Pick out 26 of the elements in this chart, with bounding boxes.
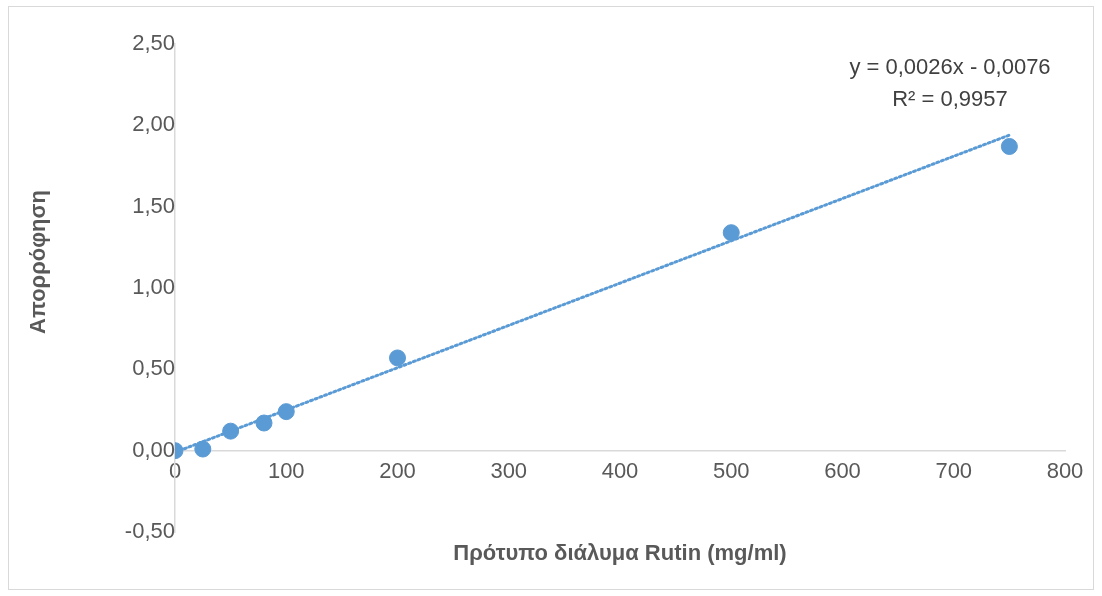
y-tick-label: 0,50: [132, 355, 175, 381]
point: [255, 414, 273, 432]
point: [722, 224, 740, 242]
y-tick-label: 2,50: [132, 30, 175, 56]
x-tick-label: 600: [824, 457, 861, 483]
point: [389, 349, 406, 367]
annotation: R² = 0,9957: [892, 86, 1008, 112]
y-tick-label: 2,00: [132, 111, 175, 137]
point: [222, 422, 240, 440]
x-tick-label: 200: [379, 457, 416, 483]
point: [194, 440, 212, 458]
y-tick-label: 1,50: [132, 192, 175, 218]
x-tick-label: 700: [935, 457, 973, 483]
x-tick-label: 300: [490, 457, 528, 483]
x-tick-label: 100: [267, 457, 305, 483]
y-tick-label: -0,50: [124, 518, 175, 544]
y-tick-label: 1,00: [132, 274, 175, 300]
x-axis-title: Πρότυπο διάλυμα Rutin (mg/ml): [452, 540, 788, 566]
y-axis-title: Απορρόφηση: [25, 190, 51, 334]
x-tick-label: 500: [712, 457, 750, 483]
x-tick-label: 400: [601, 457, 639, 483]
x-tick-label: 800: [1046, 457, 1084, 483]
y-tick-label: 0,00: [132, 436, 175, 462]
point: [277, 403, 295, 421]
point: [1000, 137, 1018, 155]
annotation: y = 0,0026x - 0,0076: [849, 54, 1051, 80]
